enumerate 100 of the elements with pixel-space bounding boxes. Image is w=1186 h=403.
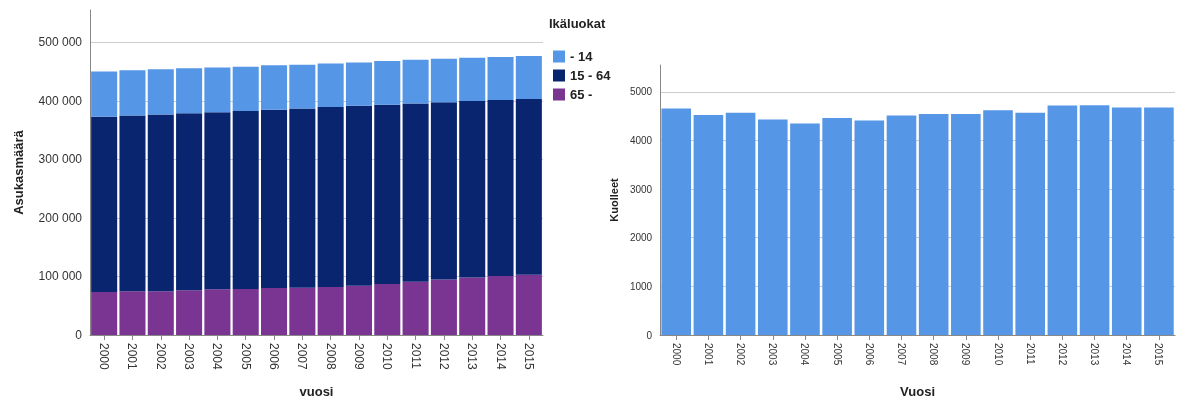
x-tick-label: 2011 [408, 343, 423, 370]
bar [232, 111, 259, 290]
bar [487, 99, 514, 276]
x-tick-label: 2014 [1121, 343, 1133, 366]
x-tick-label: 2012 [436, 343, 451, 371]
x-tick-label: 2014 [493, 343, 508, 371]
x-tick-label: 2000 [97, 343, 112, 371]
bar [1015, 112, 1045, 335]
bar [1047, 105, 1078, 335]
y-tick-label: 1000 [629, 280, 653, 292]
x-tick-label: 2011 [1024, 343, 1036, 365]
x-tick-label: 2015 [521, 343, 536, 371]
y-axis-title: Asukasmäärä [11, 129, 26, 215]
bar [1079, 105, 1110, 335]
y-tick-label: 300 000 [38, 152, 83, 167]
x-tick-label: 2015 [1153, 343, 1165, 366]
bar [459, 57, 486, 101]
legend-label: 15 - 64 [570, 68, 612, 83]
x-axis-title: Vuosi [900, 384, 936, 399]
bar [661, 108, 692, 335]
bar [374, 104, 401, 285]
bar [119, 291, 146, 335]
legend-title: Ikäluokat [549, 16, 607, 31]
bar [1111, 107, 1142, 335]
x-tick-label: 2006 [267, 343, 282, 371]
bar [261, 288, 288, 335]
bar [515, 98, 542, 275]
y-tick-label: 2000 [629, 232, 653, 244]
bar [402, 281, 429, 335]
x-tick-label: 2013 [465, 343, 480, 371]
bar [459, 100, 486, 278]
bar [91, 71, 118, 117]
bar [487, 275, 514, 335]
bar [317, 287, 344, 335]
bar [317, 63, 344, 108]
x-tick-label: 2004 [210, 343, 225, 371]
bar [261, 109, 288, 289]
bar [374, 284, 401, 335]
bar [204, 112, 231, 290]
y-tick-label: 3000 [629, 183, 653, 195]
bar [204, 67, 231, 113]
bar [757, 119, 788, 335]
bar [430, 102, 457, 280]
x-tick-label: 2005 [831, 343, 843, 366]
bar [147, 114, 174, 292]
bar [402, 103, 429, 282]
bar [91, 291, 118, 335]
x-tick-label: 2003 [182, 343, 197, 371]
x-tick-label: 2013 [1089, 343, 1101, 366]
bar [147, 291, 174, 335]
bar [147, 69, 174, 115]
x-tick-label: 2008 [928, 343, 940, 366]
bar [886, 115, 917, 335]
bar [289, 64, 316, 109]
bar [402, 59, 429, 104]
x-tick-label: 2007 [295, 343, 310, 371]
bar [261, 65, 288, 110]
x-tick-label: 2006 [863, 343, 875, 366]
bar [289, 108, 316, 288]
bar [345, 105, 372, 286]
legend-label: 65 - [570, 87, 593, 102]
bar [91, 116, 118, 292]
x-tick-label: 2005 [238, 343, 253, 371]
x-axis-title: vuosi [299, 384, 334, 399]
x-tick-label: 2009 [351, 343, 366, 371]
bar [854, 120, 885, 335]
y-tick-label: 400 000 [38, 93, 83, 108]
bar [176, 68, 203, 114]
bar [204, 289, 231, 335]
y-tick-label: 0 [75, 328, 83, 342]
bar [119, 70, 146, 116]
legend-label: - 14 [570, 49, 594, 64]
bar [725, 112, 756, 335]
x-tick-label: 2001 [702, 343, 714, 366]
bar [317, 107, 344, 288]
x-tick-label: 2002 [735, 343, 747, 366]
x-tick-label: 2001 [125, 343, 140, 371]
bar [176, 113, 203, 291]
y-axis-title: Kuolleet [607, 177, 620, 222]
y-tick-label: 500 000 [38, 35, 83, 50]
bar [119, 115, 146, 292]
bar [983, 110, 1013, 335]
x-tick-label: 2009 [960, 343, 972, 366]
x-tick-label: 2007 [895, 343, 907, 366]
bar [459, 277, 486, 335]
y-tick-label: 5000 [629, 86, 653, 98]
y-tick-label: 100 000 [38, 269, 83, 284]
y-tick-label: 4000 [629, 134, 653, 146]
bar [515, 55, 542, 99]
bar [918, 113, 949, 335]
bar [430, 279, 457, 335]
x-tick-label: 2000 [670, 343, 682, 366]
bar [345, 62, 372, 106]
bar [289, 287, 316, 335]
bar [790, 123, 820, 335]
x-tick-label: 2003 [767, 343, 779, 366]
x-tick-label: 2010 [380, 343, 395, 371]
y-tick-label: 0 [646, 329, 653, 341]
bar [430, 58, 457, 103]
bar [176, 290, 203, 335]
